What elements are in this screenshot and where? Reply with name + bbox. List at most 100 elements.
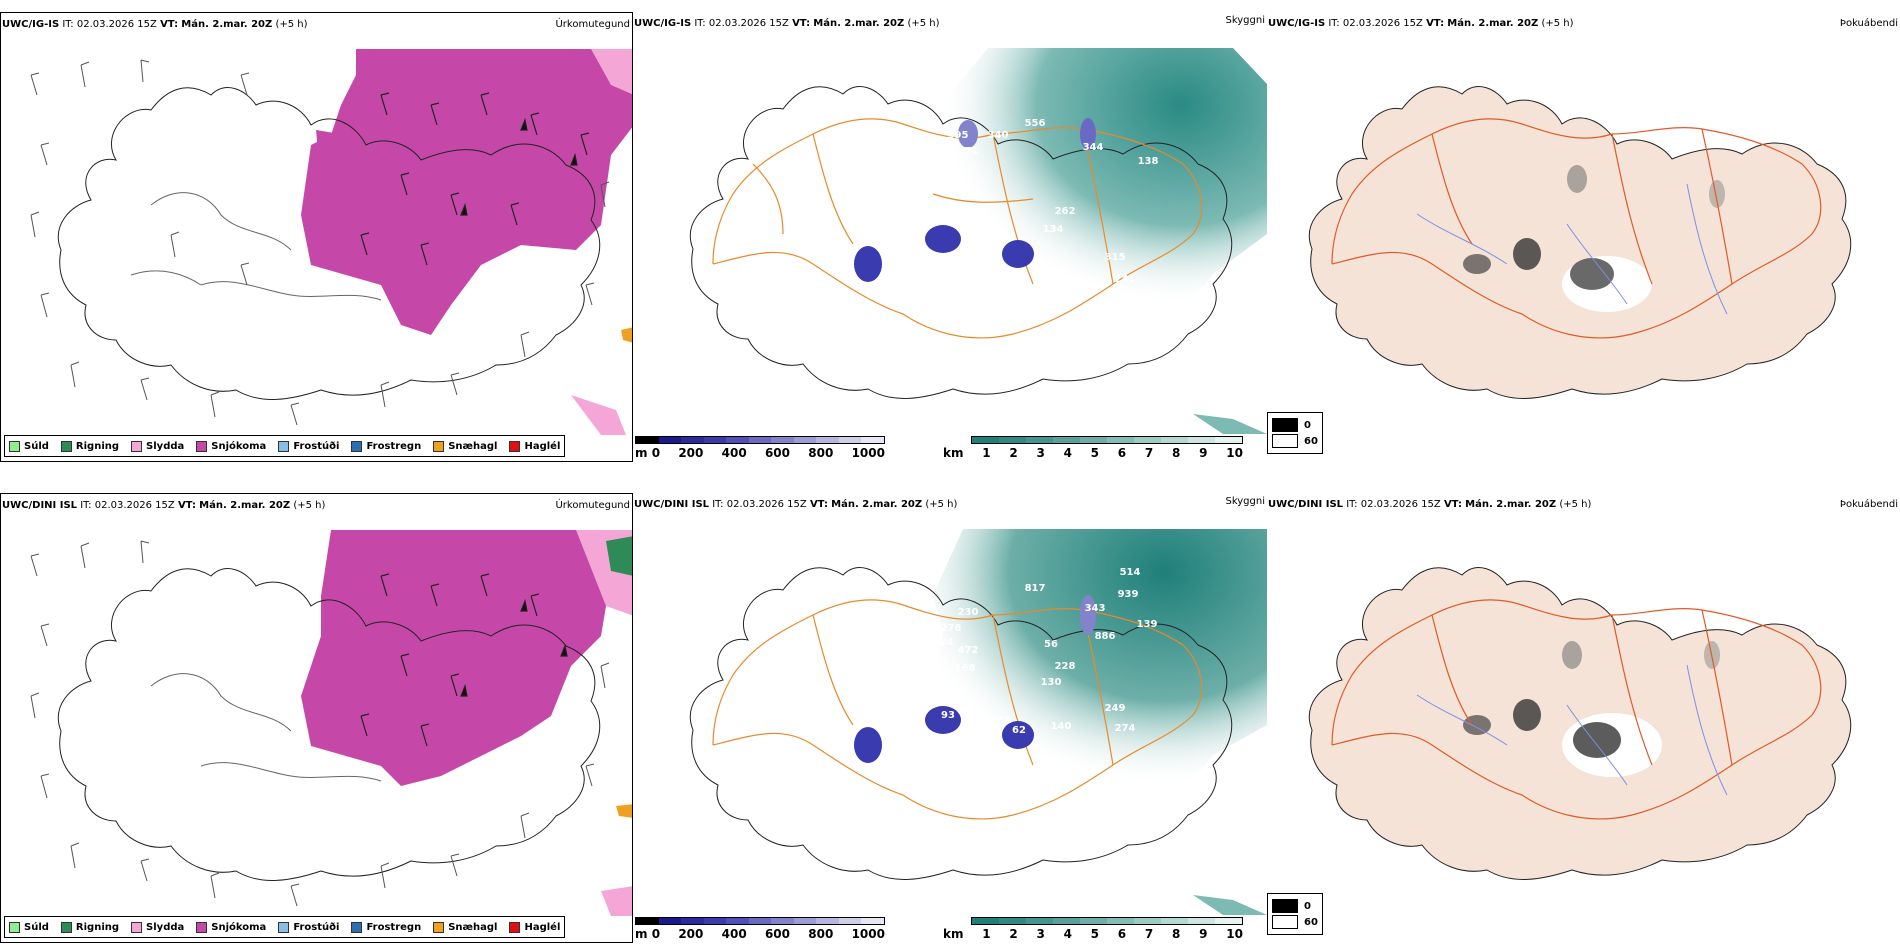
colorbar-swatches	[971, 917, 1243, 925]
it-value: 02.03.2026 15Z	[94, 500, 175, 511]
fog-legend: 0 60	[1267, 412, 1323, 454]
it-label: IT:	[1346, 499, 1358, 510]
wind-barbs-snow	[360, 573, 568, 747]
panel-header: UWC/IG-IS IT: 02.03.2026 15Z VT: Mán. 2.…	[1268, 18, 1574, 29]
visibility-map: 395 171 214 340 556 344 138 262 134 70 7…	[689, 48, 1267, 434]
panel-title: Skyggni	[1225, 496, 1265, 507]
height-label: 82	[1016, 276, 1030, 287]
lead-time: (+5 h)	[1559, 499, 1592, 510]
height-colorbar: m 0 200 400 600 800 1000	[635, 436, 885, 460]
vt-label: VT:	[160, 19, 179, 30]
iceland-outline	[689, 567, 1233, 880]
legend-item-snaehagl: Snæhagl	[433, 921, 497, 933]
lead-time: (+5 h)	[907, 18, 940, 29]
swatch	[131, 440, 143, 452]
legend-item-snjokoma: Snjókoma	[196, 921, 266, 933]
height-label: 93	[941, 710, 955, 721]
legend-label: Frostregn	[366, 921, 422, 933]
height-label: 134	[1043, 224, 1064, 235]
height-patches	[854, 595, 1096, 763]
precip-map	[30, 530, 632, 916]
legend-label: Rigning	[75, 921, 120, 933]
height-label: 130	[1041, 677, 1062, 688]
height-label: 80	[888, 712, 902, 723]
fog-map	[1308, 567, 1852, 880]
unit-label: m	[635, 927, 648, 941]
swatch	[9, 921, 20, 933]
vt-label: VT:	[1443, 499, 1462, 510]
swatch	[509, 921, 521, 933]
height-label: 817	[1025, 583, 1046, 594]
height-label: 262	[1055, 206, 1076, 217]
sleet-area-south	[601, 886, 632, 916]
panel-title: Skyggni	[1225, 15, 1265, 26]
colorbar-ticks: km 1 2 3 4 5 6 7 8 9 10	[943, 927, 1243, 941]
model-name: UWC/DINI ISL	[2, 500, 78, 511]
swatch	[1272, 915, 1298, 929]
iceland-outline	[57, 87, 601, 400]
hail-spot	[616, 804, 632, 818]
legend-label: Frostúði	[293, 440, 340, 452]
height-label: 77	[888, 266, 902, 277]
colorbar-swatches	[635, 436, 885, 444]
precip-type-panel-row2: UWC/DINI ISL IT: 02.03.2026 15Z VT: Mán.…	[0, 493, 633, 943]
height-label: 344	[1083, 142, 1104, 153]
fog-legend-item: 60	[1272, 434, 1318, 448]
height-label: 939	[1118, 589, 1139, 600]
panel-header: UWC/IG-IS IT: 02.03.2026 15Z VT: Mán. 2.…	[2, 19, 308, 30]
road-network	[1331, 599, 1822, 820]
wind-barbs	[30, 540, 610, 907]
snow-area	[301, 530, 611, 786]
precip-map	[30, 49, 632, 435]
iceland-outline	[57, 568, 601, 881]
height-label: 140	[1051, 721, 1072, 732]
it-label: IT:	[694, 18, 706, 29]
legend-item-frostudi: Frostúði	[278, 440, 340, 452]
rivers	[1416, 664, 1728, 796]
legend-item-haglel: Haglél	[509, 440, 560, 452]
height-label: 18	[908, 818, 922, 829]
swatch	[1272, 418, 1298, 432]
colorbar-ticks: m 0 200 400 600 800 1000	[635, 927, 885, 941]
low-visibility-se	[1193, 414, 1267, 434]
legend-label: Rigning	[75, 440, 120, 452]
precip-legend: Súld Rigning Slydda Snjókoma Frostúði Fr…	[4, 916, 566, 938]
visibility-colorbar: km 1 2 3 4 5 6 7 8 9 10	[943, 917, 1243, 941]
swatch	[278, 440, 290, 452]
height-labels: 230 278 224 472 168 817 514 939 343 139 …	[888, 567, 1157, 829]
height-label: 122	[863, 281, 884, 292]
height-label: 228	[1055, 661, 1076, 672]
fog-legend-item: 0	[1272, 418, 1318, 432]
vt-value: Mán. 2.mar. 20Z	[181, 19, 273, 30]
panel-title: Úrkomutegund	[555, 500, 630, 511]
it-value: 02.03.2026 15Z	[1360, 499, 1441, 510]
height-label: 395	[948, 130, 969, 141]
swatch	[433, 440, 445, 452]
sleet-area	[591, 49, 632, 95]
swatch	[509, 440, 521, 452]
wind-barbs	[30, 59, 610, 426]
legend-label: Súld	[24, 440, 49, 452]
legend-item-slydda: Slydda	[131, 440, 184, 452]
lead-time: (+5 h)	[275, 19, 308, 30]
legend-item-sul: Súld	[9, 921, 49, 933]
fog-map	[1308, 86, 1852, 399]
unit-label: km	[943, 446, 964, 460]
visibility-panel-row1: UWC/IG-IS IT: 02.03.2026 15Z VT: Mán. 2.…	[633, 12, 1267, 462]
visibility-map: 230 278 224 472 168 817 514 939 343 139 …	[689, 529, 1267, 915]
rivers	[1416, 183, 1728, 315]
legend-label: 60	[1304, 435, 1318, 447]
unit-label: m	[635, 446, 648, 460]
snow-area	[301, 49, 632, 335]
height-patches	[854, 118, 1096, 282]
swatch	[1272, 434, 1298, 448]
swatch	[433, 921, 445, 933]
colorbar-ticks: m 0 200 400 600 800 1000	[635, 446, 885, 460]
it-label: IT:	[62, 19, 74, 30]
legend-item-sul: Súld	[9, 440, 49, 452]
panel-title: Úrkomutegund	[555, 19, 630, 30]
legend-item-snjokoma: Snjókoma	[196, 440, 266, 452]
height-label: 10	[926, 816, 940, 827]
height-label: 224	[933, 637, 954, 648]
height-label: 514	[1120, 567, 1141, 578]
